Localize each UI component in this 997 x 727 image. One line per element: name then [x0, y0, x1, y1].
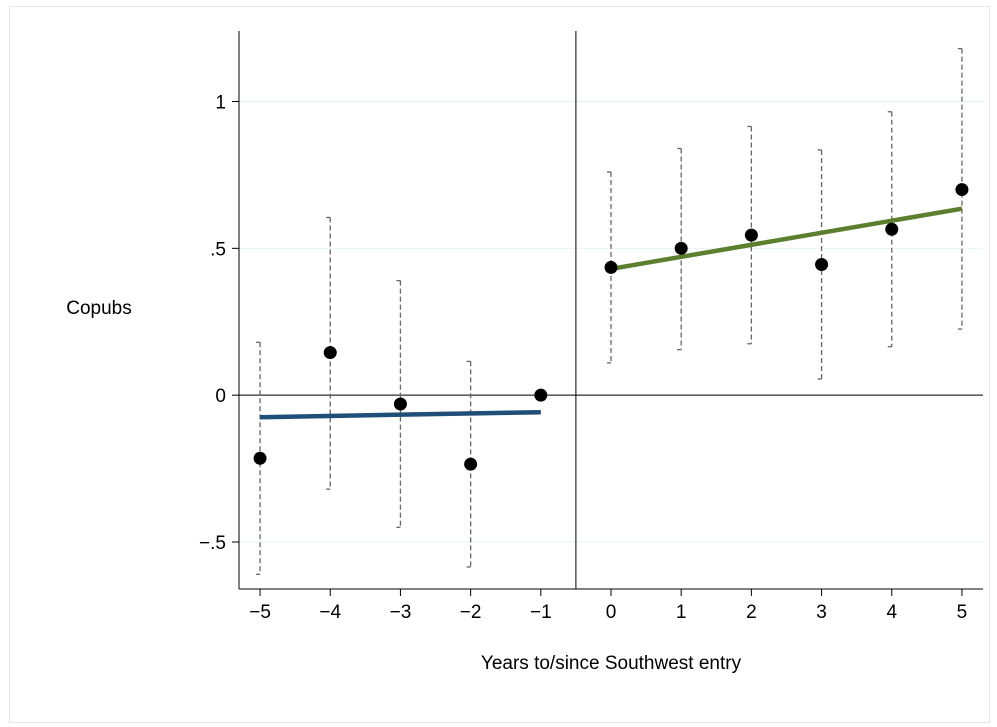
x-tick-label: −3	[390, 602, 412, 623]
y-axis-title: Copubs	[66, 298, 132, 319]
data-point	[534, 388, 548, 402]
data-point	[815, 257, 829, 271]
data-point	[393, 397, 407, 411]
data-point	[323, 346, 337, 360]
x-tick-label: −2	[460, 602, 482, 623]
x-ticks: −5 −4 −3 −2 −1 0 1 2 3 4 5	[249, 589, 967, 623]
data-point	[744, 228, 758, 242]
x-tick-label: −1	[530, 602, 552, 623]
fit-line-pre	[260, 409, 541, 420]
reference-lines	[239, 31, 983, 589]
data-point	[253, 451, 267, 465]
x-tick-label: 1	[676, 602, 687, 623]
data-point	[674, 241, 688, 255]
x-tick-label: 0	[606, 602, 617, 623]
data-point	[885, 222, 899, 236]
data-point	[955, 183, 969, 197]
y-tick-label: −.5	[199, 533, 226, 554]
x-tick-label: 4	[886, 602, 897, 623]
confidence-intervals	[256, 47, 963, 575]
fit-lines	[260, 206, 963, 420]
y-tick-label: 0	[215, 386, 226, 407]
event-study-chart: −.5 0 .5 1 −5 −4 −3 −2 −1 0 1 2 3 4 5 Copubs Years to…	[66, 31, 983, 674]
y-ticks: −.5 0 .5 1	[199, 92, 239, 554]
data-point	[464, 457, 478, 471]
y-tick-label: 1	[215, 92, 226, 113]
x-tick-label: 5	[957, 602, 968, 623]
x-tick-label: 3	[816, 602, 827, 623]
grid-layer	[239, 100, 983, 543]
y-tick-label: .5	[210, 239, 226, 260]
x-axis-title: Years to/since Southwest entry	[481, 653, 742, 674]
data-point	[604, 260, 618, 274]
data-points	[253, 183, 969, 471]
fit-line-post	[610, 206, 963, 272]
x-tick-label: 2	[746, 602, 757, 623]
x-tick-label: −4	[319, 602, 341, 623]
chart-frame: −.5 0 .5 1 −5 −4 −3 −2 −1 0 1 2 3 4 5 Copubs Years to…	[9, 6, 990, 723]
x-tick-label: −5	[249, 602, 271, 623]
